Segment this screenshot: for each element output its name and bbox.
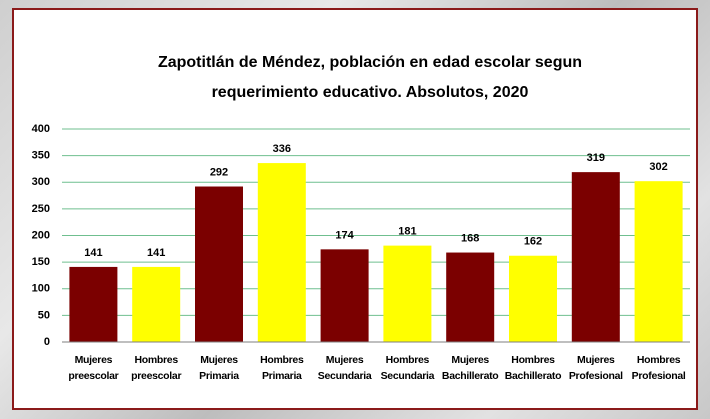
y-tick-label: 350 <box>32 150 50 162</box>
data-label: 174 <box>335 229 354 241</box>
y-tick-label: 250 <box>32 203 50 215</box>
y-tick-label: 150 <box>32 256 50 268</box>
bar <box>320 249 369 342</box>
y-tick-label: 50 <box>38 309 50 321</box>
data-label: 336 <box>273 143 291 155</box>
data-label: 141 <box>84 247 102 259</box>
data-label: 302 <box>649 161 667 173</box>
y-tick-label: 0 <box>44 336 50 348</box>
x-tick-label: Hombres Bachillerato <box>504 354 562 382</box>
bar <box>634 181 683 342</box>
data-label: 168 <box>461 232 479 244</box>
y-tick-label: 300 <box>32 176 50 188</box>
bar <box>446 252 495 342</box>
bar <box>257 163 306 342</box>
bar <box>132 266 181 342</box>
x-tick-label: Hombres Primaria <box>260 354 304 382</box>
x-tick-label: Hombres preescolar <box>131 354 182 382</box>
bar <box>571 172 620 342</box>
x-tick-label: Hombres Secundaria <box>380 354 435 382</box>
data-label: 292 <box>210 166 228 178</box>
bar <box>509 255 557 342</box>
bar <box>69 266 118 342</box>
x-tick-label: Mujeres Profesional <box>568 354 623 382</box>
x-tick-label: Mujeres Primaria <box>199 354 239 382</box>
bar <box>195 186 243 342</box>
bar <box>383 245 432 342</box>
data-label: 181 <box>398 226 416 238</box>
data-label: 319 <box>587 152 605 164</box>
y-tick-label: 400 <box>32 123 50 135</box>
x-tick-label: Hombres Profesional <box>631 354 686 382</box>
x-tick-label: Mujeres preescolar <box>68 354 119 382</box>
chart-title: Zapotitlán de Méndez, población en edad … <box>157 54 583 101</box>
y-tick-label: 200 <box>32 229 50 241</box>
y-tick-label: 100 <box>32 283 50 295</box>
x-tick-label: Mujeres Bachillerato <box>441 354 499 382</box>
x-tick-label: Mujeres Secundaria <box>317 354 372 382</box>
data-label: 162 <box>524 236 542 248</box>
data-label: 141 <box>147 247 165 259</box>
